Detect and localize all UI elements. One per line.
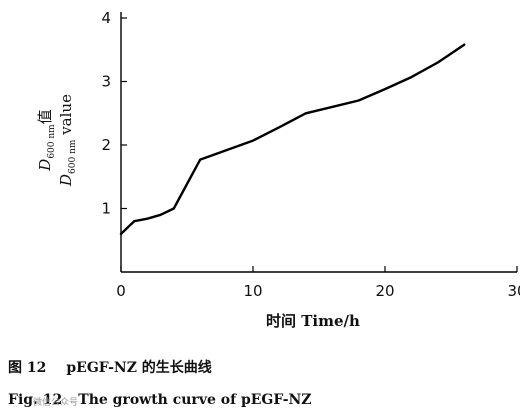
y-title-cn-sub: 600 nm (47, 124, 57, 159)
svg-text:D600 nm值: D600 nm值 (36, 109, 57, 171)
y-axis-title-en: D600 nm value (57, 94, 78, 187)
y-tick-label: 4 (101, 9, 111, 27)
y-axis-title-cn: D600 nm值 (36, 109, 57, 171)
y-tick-label: 2 (101, 136, 111, 154)
caption-cn-label: 图 12 (8, 360, 46, 376)
y-title-cn-rest: 值 (36, 109, 54, 124)
x-tick-label: 30 (507, 282, 520, 300)
x-axis-title: 时间 Time/h (266, 312, 360, 330)
caption-en-label: Fig. 12 (8, 392, 62, 408)
y-tick-label: 1 (101, 200, 111, 218)
y-title-en-main: D (57, 174, 75, 187)
caption-cn: 图 12 pEGF-NZ 的生长曲线 (8, 359, 212, 376)
caption-en: Fig. 12 The growth curve of pEGF-NZ (8, 392, 312, 408)
x-tick-label: 10 (243, 282, 262, 300)
watermark: 微信公众号 (33, 396, 78, 408)
y-title-cn-main: D (36, 159, 54, 172)
y-title-en-sub: 600 nm (68, 139, 78, 174)
caption-cn-text: pEGF-NZ 的生长曲线 (66, 359, 211, 376)
x-tick-label: 0 (116, 282, 126, 300)
plot-area: 1 2 3 4 0 10 20 30 (101, 9, 520, 300)
y-tick-label: 3 (101, 73, 111, 91)
x-tick-label: 20 (375, 282, 394, 300)
caption-en-text: The growth curve of pEGF-NZ (78, 392, 311, 408)
growth-curve-line (119, 43, 466, 236)
y-title-en-rest: value (57, 94, 75, 140)
svg-text:D600 nm value: D600 nm value (57, 94, 78, 187)
